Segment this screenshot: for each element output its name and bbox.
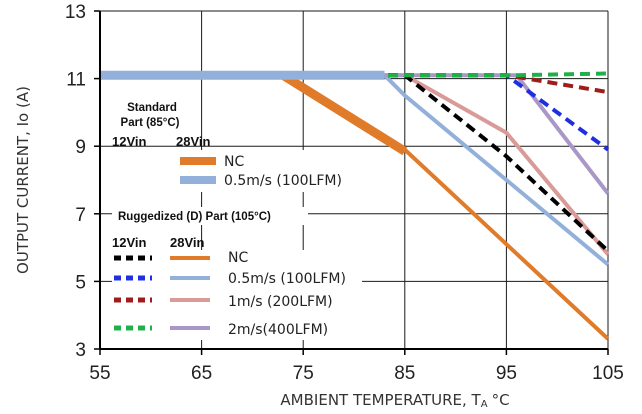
rugged-annotation-bg (112, 207, 308, 225)
y-tick-label: 7 (75, 205, 86, 226)
series-line-standard-28vin-nc (280, 71, 408, 156)
legend-label-rugged-2ms: 2m/s(400LFM) (228, 322, 328, 338)
rugged-col-12vin: 12Vin (112, 235, 147, 250)
x-tick-label: 105 (592, 363, 624, 384)
y-tick-labels: 3 5 7 9 11 13 (65, 2, 86, 361)
x-tick-label: 75 (293, 363, 314, 384)
x-axis-title: AMBIENT TEMPERATURE, TA °C (280, 391, 509, 410)
x-tick-labels: 55 65 75 85 95 105 (89, 363, 623, 384)
legend-label-rugged-nc: NC (228, 250, 248, 266)
x-tick-label: 65 (191, 363, 212, 384)
legend-label-rugged-05ms: 0.5m/s (100LFM) (228, 271, 346, 287)
rugged-legend: NC 0.5m/s (100LFM) 1m/s (200LFM) 2m/s(40… (112, 250, 362, 340)
x-axis-title-unit: °C (492, 391, 510, 409)
y-tick-label: 11 (66, 70, 86, 91)
standard-col-28vin: 28Vin (176, 134, 211, 149)
axes (94, 10, 609, 355)
standard-title-line2: Part (85°C) (121, 117, 180, 129)
legend-label-standard-05ms: 0.5m/s (100LFM) (224, 173, 342, 189)
x-tick-label: 55 (89, 363, 110, 384)
rugged-col-28vin: 28Vin (170, 235, 205, 250)
y-tick-label: 3 (75, 340, 86, 361)
series-layer (100, 70, 610, 341)
x-axis-title-subscript: A (481, 399, 488, 410)
y-tick-label: 13 (65, 2, 86, 23)
rugged-legend-bg (112, 250, 362, 340)
y-tick-label: 5 (75, 272, 86, 293)
rugged-title: Ruggedized (D) Part (105°C) (118, 211, 271, 223)
x-axis-title-main: AMBIENT TEMPERATURE, T (280, 391, 481, 409)
legend-label-standard-nc: NC (224, 154, 244, 170)
x-tick-label: 95 (496, 363, 517, 384)
x-tick-label: 85 (394, 363, 415, 384)
series-line-ruggedized-12vin-2m-s-400lfm- (100, 71, 609, 78)
legend-label-rugged-1ms: 1m/s (200LFM) (228, 294, 333, 310)
standard-title-line1: Standard (127, 102, 177, 114)
y-axis-title: OUTPUT CURRENT, Io (A) (14, 86, 32, 274)
standard-legend: NC 0.5m/s (100LFM) (178, 150, 342, 192)
standard-annotation-bg (110, 98, 198, 134)
standard-col-12vin: 12Vin (112, 134, 147, 149)
y-tick-label: 9 (75, 137, 86, 158)
